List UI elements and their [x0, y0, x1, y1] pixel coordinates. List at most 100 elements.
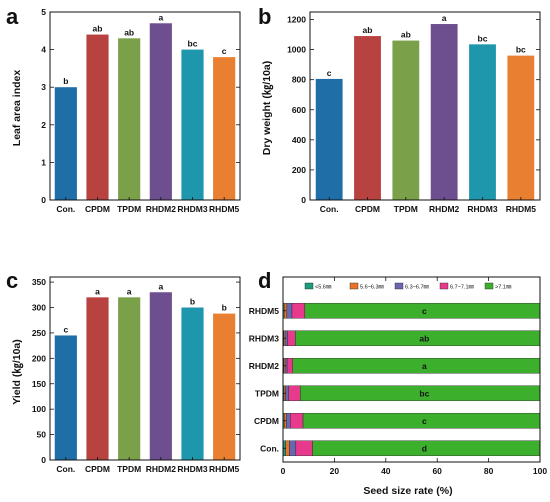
x-tick-label-a-4: RHDM3: [177, 204, 207, 214]
sig-letter-c-2: a: [127, 286, 132, 296]
bar-a-2: [118, 38, 141, 200]
sig-letter-a-4: bc: [188, 39, 198, 49]
x-tick-label-c-1: CPDM: [85, 464, 110, 474]
y-tick-label-a-0: 0: [41, 195, 46, 205]
x-tick-label-d-1: 20: [330, 466, 340, 476]
x-tick-label-b-2: TPDM: [394, 204, 418, 214]
bar-c-0: [54, 335, 77, 460]
x-tick-label-c-3: RHDM2: [146, 464, 176, 474]
panel-label-b: b: [258, 4, 271, 29]
y-tick-label-b-4: 800: [292, 75, 306, 85]
x-tick-label-c-0: Con.: [56, 464, 75, 474]
bar-c-4: [181, 307, 204, 460]
y-tick-label-d-0: RHDM5: [249, 306, 279, 316]
plot-frame-c: [49, 276, 241, 461]
bar-b-5: [507, 55, 535, 201]
bar-d-0-seg-3: [291, 302, 306, 319]
x-tick-label-a-1: CPDM: [85, 204, 110, 214]
plot-frame-d: [282, 276, 541, 463]
sig-letter-b-4: bc: [478, 33, 488, 43]
chart-panel-a: b Con. ab CPDM ab TPDM a RHDM2 bc RHDM3 c RHDM5 0 1 2 3…: [41, 7, 241, 214]
sig-letter-c-0: c: [63, 324, 68, 334]
y-tick-label-b-2: 400: [292, 135, 306, 145]
y-axis-title-a: Leaf area index: [11, 70, 23, 147]
bar-d-0-seg-2: [286, 302, 293, 319]
bar-d-1-seg-4: [295, 330, 541, 347]
sig-letter-a-5: c: [222, 46, 227, 56]
legend-label-0: <5.6㎜: [315, 285, 332, 291]
sig-letter-a-2: ab: [124, 27, 134, 37]
y-tick-label-d-5: Con.: [260, 443, 279, 453]
x-tick-label-b-5: RHDM5: [506, 204, 536, 214]
y-tick-label-d-3: TPDM: [255, 388, 279, 398]
bar-d-5-seg-1: [285, 440, 290, 457]
bar-c-3: [149, 292, 172, 460]
bar-b-3: [430, 24, 458, 201]
bar-d-3-seg-2: [285, 385, 289, 402]
sig-letter-c-5: b: [222, 303, 227, 313]
chart-panel-b: c Con. ab CPDM ab TPDM a RHDM2 bc RHDM3 bc RHDM5 0 20…: [287, 11, 541, 214]
y-axis-title-b: Dry weight (㎏/10a): [261, 61, 273, 156]
bar-d-2-seg-3: [286, 357, 293, 374]
sig-letter-d-3: bc: [419, 388, 429, 398]
x-tick-label-c-5: RHDM5: [209, 464, 239, 474]
y-tick-label-c-5: 250: [32, 328, 46, 338]
x-tick-label-c-4: RHDM3: [177, 464, 207, 474]
plot-frame-a: [49, 11, 241, 201]
y-tick-label-b-1: 200: [292, 165, 306, 175]
x-tick-label-d-3: 60: [432, 466, 442, 476]
chart-panel-c: c Con. a CPDM a TPDM a RHDM2 b RHDM3 b RHDM5 0 50 100 1…: [32, 276, 241, 474]
sig-letter-d-2: a: [422, 361, 427, 371]
x-tick-label-a-3: RHDM2: [146, 204, 176, 214]
bar-b-2: [392, 40, 420, 200]
y-tick-label-c-0: 0: [41, 455, 46, 465]
sig-letter-a-3: a: [158, 12, 163, 22]
panel-label-c: c: [6, 268, 18, 293]
sig-letter-d-5: d: [422, 443, 427, 453]
x-tick-label-a-0: Con.: [56, 204, 75, 214]
sig-letter-a-0: b: [63, 76, 68, 86]
bar-d-4-seg-2: [286, 412, 291, 429]
y-tick-label-c-2: 100: [32, 404, 46, 414]
x-tick-label-b-1: CPDM: [355, 204, 380, 214]
sig-letter-c-3: a: [158, 281, 163, 291]
bar-b-0: [315, 78, 343, 200]
legend-label-1: 5.6~6.3㎜: [360, 285, 385, 291]
x-tick-label-d-5: 100: [533, 466, 547, 476]
y-tick-label-b-6: 1200: [287, 15, 306, 25]
y-tick-label-c-1: 50: [37, 430, 47, 440]
bar-d-1-seg-3: [287, 330, 296, 347]
bar-b-1: [354, 36, 381, 201]
x-tick-label-c-2: TPDM: [117, 464, 141, 474]
y-tick-label-a-4: 4: [41, 45, 46, 55]
sig-letter-a-1: ab: [93, 24, 103, 34]
x-tick-label-a-5: RHDM5: [209, 204, 239, 214]
y-axis-title-c: Yield (㎏/10a): [11, 339, 23, 405]
panel-label-a: a: [6, 4, 19, 29]
legend-swatch-3: [439, 282, 449, 290]
x-tick-label-d-0: 0: [281, 466, 286, 476]
x-tick-label-d-4: 80: [484, 466, 494, 476]
bar-b-4: [469, 44, 496, 200]
sig-letter-b-3: a: [442, 13, 447, 23]
legend-label-4: >7.1㎜: [495, 285, 512, 291]
y-tick-label-d-1: RHDM3: [249, 333, 279, 343]
x-axis-title-d: Seed size rate (%): [363, 485, 452, 497]
sig-letter-b-0: c: [327, 68, 332, 78]
bar-d-4-seg-3: [289, 412, 304, 429]
sig-letter-b-2: ab: [401, 30, 411, 40]
x-tick-label-a-2: TPDM: [117, 204, 141, 214]
y-tick-label-b-3: 600: [292, 105, 306, 115]
bar-c-1: [86, 297, 109, 460]
x-tick-label-d-2: 40: [381, 466, 391, 476]
bar-a-5: [213, 57, 236, 201]
y-tick-label-b-5: 1000: [287, 45, 306, 55]
bar-d-2-seg-4: [292, 357, 541, 374]
x-tick-label-b-3: RHDM2: [429, 204, 459, 214]
y-tick-label-c-3: 150: [32, 379, 46, 389]
legend-swatch-2: [394, 282, 404, 290]
sig-letter-c-1: a: [95, 286, 100, 296]
legend-swatch-0: [304, 282, 314, 290]
bar-a-3: [149, 23, 172, 201]
